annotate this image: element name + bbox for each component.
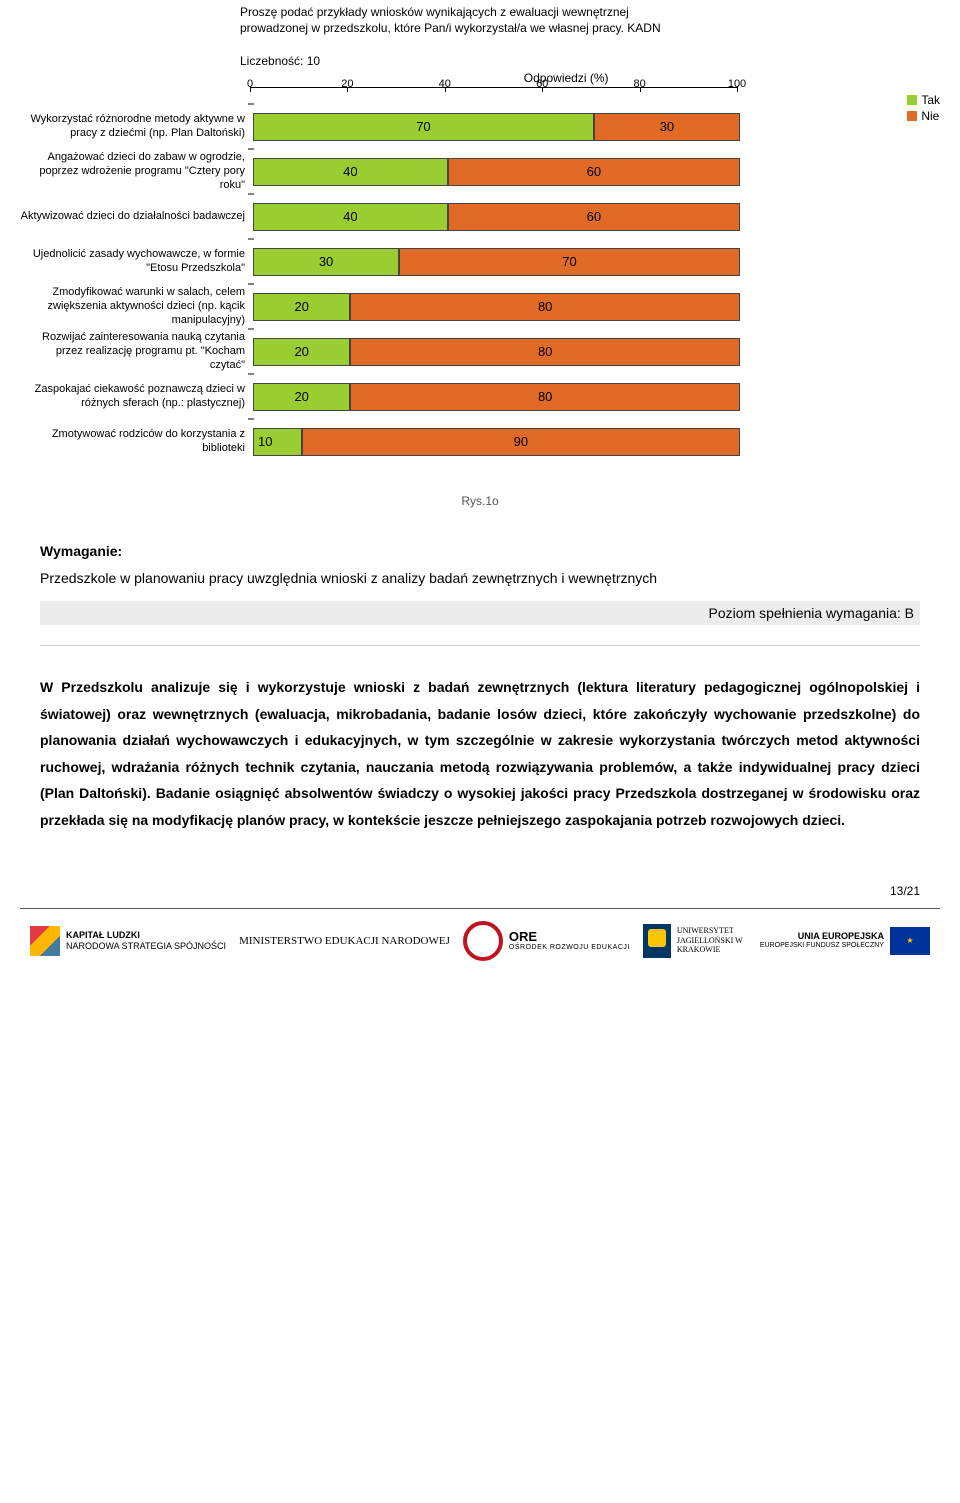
chart-bar: 3070: [253, 248, 740, 276]
bar-segment-yes: 20: [253, 383, 350, 411]
chart-row-label: Angażować dzieci do zabaw w ogrodzie, po…: [20, 151, 253, 192]
chart-row-label: Ujednolicić zasady wychowawcze, w formie…: [20, 248, 253, 276]
chart-title: Proszę podać przykłady wniosków wynikają…: [240, 5, 670, 36]
chart-row-label: Aktywizować dzieci do działalności badaw…: [20, 210, 253, 224]
kl-sub: NARODOWA STRATEGIA SPÓJNOŚCI: [66, 941, 226, 952]
bar-segment-no: 80: [350, 383, 740, 411]
eu-flag-icon: ★: [890, 927, 930, 955]
bar-segment-no: 30: [594, 113, 740, 141]
chart-bar: 2080: [253, 338, 740, 366]
chart-bar: 2080: [253, 383, 740, 411]
separator: [40, 645, 920, 646]
footer-logos: KAPITAŁ LUDZKI NARODOWA STRATEGIA SPÓJNO…: [0, 909, 960, 981]
chart-bar: 1090: [253, 428, 740, 456]
chart-bar: 4060: [253, 158, 740, 186]
chart-row-label: Wykorzystać różnorodne metody aktywne w …: [20, 113, 253, 141]
bar-segment-no: 60: [448, 158, 740, 186]
eu-sub: EUROPEJSKI FUNDUSZ SPOŁECZNY: [760, 942, 884, 950]
bar-segment-yes: 20: [253, 338, 350, 366]
chart-row-label: Zmodyfikować warunki w salach, celem zwi…: [20, 286, 253, 327]
legend-item-no: Nie: [907, 109, 940, 123]
figure-caption: Rys.1o: [0, 494, 960, 508]
bar-segment-no: 70: [399, 248, 740, 276]
chart-row-label: Zmotywować rodziców do korzystania z bib…: [20, 428, 253, 456]
chart-row: Wykorzystać różnorodne metody aktywne w …: [20, 104, 882, 149]
logo-uj: UNIWERSYTET JAGIELLOŃSKI W KRAKOWIE: [643, 924, 747, 958]
chart-body: Odpowiedzi (%) 020406080100 Wykorzystać …: [20, 71, 882, 464]
page-number: 13/21: [0, 834, 960, 908]
legend: Tak Nie: [907, 93, 940, 125]
bar-segment-yes: 40: [253, 203, 448, 231]
bar-segment-yes: 70: [253, 113, 594, 141]
logo-ore: ORE OŚRODEK ROZWOJU EDUKACJI: [463, 921, 630, 961]
bar-segment-no: 80: [350, 338, 740, 366]
chart-row: Ujednolicić zasady wychowawcze, w formie…: [20, 239, 882, 284]
legend-swatch-no: [907, 111, 917, 121]
chart-row-label: Zaspokajać ciekawość poznawczą dzieci w …: [20, 383, 253, 411]
ore-label: ORE: [509, 929, 630, 945]
chart-row: Aktywizować dzieci do działalności badaw…: [20, 194, 882, 239]
chart-area: Odpowiedzi (%) 020406080100 Wykorzystać …: [20, 71, 940, 464]
bar-segment-yes: 20: [253, 293, 350, 321]
legend-label-no: Nie: [921, 109, 939, 123]
ore-sub: OŚRODEK ROZWOJU EDUKACJI: [509, 944, 630, 952]
logo-eu: UNIA EUROPEJSKA EUROPEJSKI FUNDUSZ SPOŁE…: [760, 927, 930, 955]
uj-icon: [643, 924, 671, 958]
logo-men: MINISTERSTWO EDUKACJI NARODOWEJ: [239, 935, 450, 947]
chart-row: Zaspokajać ciekawość poznawczą dzieci w …: [20, 374, 882, 419]
bar-segment-yes: 30: [253, 248, 399, 276]
section-subtitle: Przedszkole w planowaniu pracy uwzględni…: [0, 567, 960, 591]
bar-segment-yes: 10: [253, 428, 302, 456]
chart-rows: Wykorzystać różnorodne metody aktywne w …: [20, 104, 882, 464]
bar-segment-no: 80: [350, 293, 740, 321]
chart-row: Zmodyfikować warunki w salach, celem zwi…: [20, 284, 882, 329]
chart-bar: 4060: [253, 203, 740, 231]
level-bar: Poziom spełnienia wymagania: B: [40, 601, 920, 625]
eu-label: UNIA EUROPEJSKA: [760, 931, 884, 942]
kl-label: KAPITAŁ LUDZKI: [66, 930, 226, 941]
uj-label: UNIWERSYTET JAGIELLOŃSKI W KRAKOWIE: [677, 926, 747, 955]
chart-row: Zmotywować rodziców do korzystania z bib…: [20, 419, 882, 464]
chart-bar: 7030: [253, 113, 740, 141]
legend-label-yes: Tak: [921, 93, 940, 107]
men-label: MINISTERSTWO EDUKACJI NARODOWEJ: [239, 935, 450, 947]
legend-swatch-yes: [907, 95, 917, 105]
kl-icon: [30, 926, 60, 956]
chart-row: Angażować dzieci do zabaw w ogrodzie, po…: [20, 149, 882, 194]
legend-item-yes: Tak: [907, 93, 940, 107]
body-paragraph: W Przedszkolu analizuje się i wykorzystu…: [0, 674, 960, 834]
bar-segment-no: 60: [448, 203, 740, 231]
section-heading: Wymagan​ie:: [0, 543, 960, 559]
ore-icon: [463, 921, 503, 961]
chart-bar: 2080: [253, 293, 740, 321]
chart-container: Proszę podać przykłady wniosków wynikają…: [0, 0, 960, 464]
x-axis: 020406080100: [250, 87, 737, 104]
bar-segment-yes: 40: [253, 158, 448, 186]
bar-segment-no: 90: [302, 428, 740, 456]
chart-count: Liczebność: 10: [240, 54, 940, 68]
chart-row: Rozwijać zainteresowania nauką czytania …: [20, 329, 882, 374]
logo-kapital-ludzki: KAPITAŁ LUDZKI NARODOWA STRATEGIA SPÓJNO…: [30, 926, 226, 956]
chart-row-label: Rozwijać zainteresowania nauką czytania …: [20, 331, 253, 372]
